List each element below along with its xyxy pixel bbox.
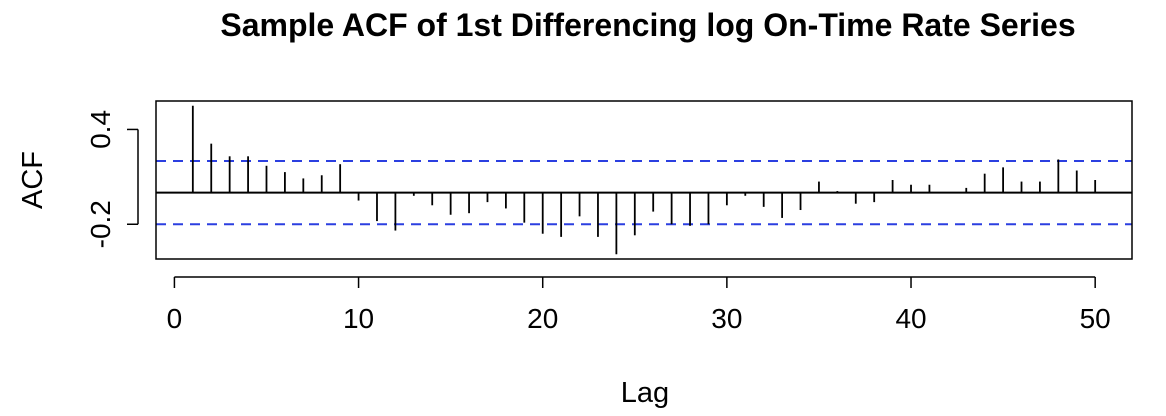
x-tick-label: 0 (167, 303, 183, 334)
y-axis: -0.2 0.4 (85, 110, 139, 248)
x-axis: 0 10 20 30 40 50 (167, 276, 1111, 334)
chart-title: Sample ACF of 1st Differencing log On-Ti… (220, 7, 1075, 43)
x-tick-label: 50 (1080, 303, 1111, 334)
y-axis-label: ACF (17, 151, 49, 209)
confidence-bounds (156, 160, 1132, 226)
acf-stems (191, 105, 1097, 255)
plot-frame (155, 100, 1133, 260)
x-tick-label: 30 (711, 303, 742, 334)
x-axis-label: Lag (621, 377, 669, 409)
x-tick-label: 10 (343, 303, 374, 334)
x-tick-label: 40 (895, 303, 926, 334)
y-tick-label: 0.4 (85, 110, 116, 149)
x-tick-label: 20 (527, 303, 558, 334)
y-tick-label: -0.2 (85, 200, 116, 248)
